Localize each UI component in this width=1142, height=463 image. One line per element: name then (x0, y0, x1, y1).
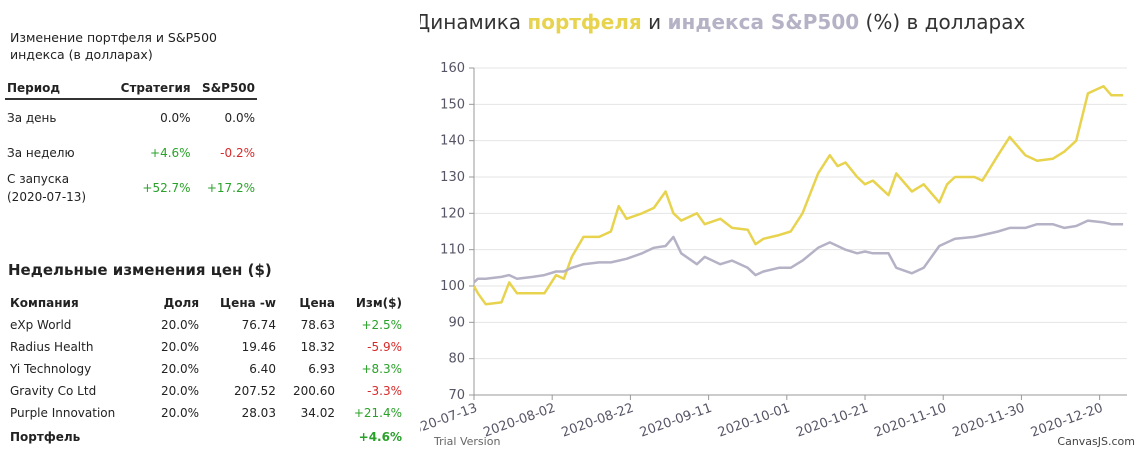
watermark: Trial Version (433, 435, 500, 448)
stock-row: Radius Health 20.0% 19.46 18.32 -5.9% (8, 336, 404, 358)
cell: 6.93 (308, 362, 335, 376)
cell: 76.74 (241, 318, 276, 332)
cell: 78.63 (300, 318, 335, 332)
column-header: Стратегия (109, 78, 193, 100)
column-header: Доля (163, 296, 200, 310)
column-header: Изм($) (355, 296, 402, 310)
x-tick-label: 2020-11-10 (872, 401, 948, 441)
header-row: Компания Доля Цена -w Цена Изм($) (8, 292, 404, 314)
cell: Radius Health (10, 340, 94, 354)
cell: 19.46 (241, 340, 276, 354)
summary-row: За неделю +4.6% -0.2% (5, 135, 257, 170)
summary-table: Период Стратегия S&P500 За день 0.0% 0.0% За н… (5, 78, 257, 206)
cell: С запуска (2020-07-13) (7, 172, 87, 204)
y-tick-label: 80 (448, 352, 465, 367)
title-part: (%) в долларах (859, 10, 1025, 34)
cell: +4.6% (150, 145, 191, 160)
stock-row: eXp World 20.0% 76.74 78.63 +2.5% (8, 314, 404, 336)
cell: 0.0% (224, 110, 256, 125)
x-tick-label: 2020-10-01 (716, 401, 792, 441)
cell: -5.9% (367, 340, 402, 354)
stock-row: Gravity Co Ltd 20.0% 207.52 200.60 -3.3% (8, 380, 404, 402)
y-tick-label: 130 (440, 170, 465, 185)
title-part: Динамика (420, 10, 527, 34)
cell: Портфель (10, 430, 81, 444)
cell: Yi Technology (10, 362, 92, 376)
cell: 207.52 (233, 384, 276, 398)
cell (278, 424, 337, 450)
cell: eXp World (10, 318, 72, 332)
cell: Gravity Co Ltd (10, 384, 97, 398)
cell (147, 424, 201, 450)
cell: 0.0% (160, 110, 191, 125)
column-header: Цена -w (220, 296, 276, 310)
cell: +2.5% (361, 318, 402, 332)
cell: Purple Innovation (10, 406, 116, 420)
cell: 200.60 (292, 384, 335, 398)
cell: 20.0% (160, 362, 200, 376)
header-row: Период Стратегия S&P500 (5, 78, 257, 100)
column-header: Компания (10, 296, 79, 310)
chart: Динамика портфеля и индекса S&P500 (%) в… (420, 10, 1135, 448)
cell: 6.40 (249, 362, 276, 376)
x-tick-label: 2020-11-30 (951, 401, 1027, 441)
chart-title: Динамика портфеля и индекса S&P500 (%) в… (420, 10, 1025, 34)
cell: +8.3% (361, 362, 402, 376)
x-tick-label: 2020-08-22 (560, 401, 636, 441)
cell: +17.2% (206, 181, 255, 195)
y-tick-label: 120 (440, 206, 465, 221)
cell: 20.0% (160, 340, 200, 354)
x-tick-label: 2020-10-21 (794, 401, 870, 441)
column-header: S&P500 (192, 78, 257, 100)
cell: 18.32 (300, 340, 335, 354)
cell: -0.2% (220, 145, 255, 160)
cell: +21.4% (353, 406, 402, 420)
y-tick-label: 140 (440, 134, 465, 149)
cell: За неделю (7, 145, 75, 160)
x-tick-label: 2020-09-11 (638, 401, 714, 441)
y-tick-label: 150 (440, 97, 465, 112)
summary-title: Изменение портфеля и S&P500 индекса (в д… (10, 30, 218, 62)
cell: 34.02 (300, 406, 335, 420)
cell: 20.0% (160, 384, 200, 398)
cell: +52.7% (142, 181, 191, 195)
stock-row: Purple Innovation 20.0% 28.03 34.02 +21.4% (8, 402, 404, 424)
cell: 20.0% (160, 318, 200, 332)
total-row: Портфель +4.6% (8, 424, 404, 450)
y-tick-label: 100 (440, 279, 465, 294)
series-line (473, 219, 1124, 284)
cell: 20.0% (160, 406, 200, 420)
cell: +4.6% (358, 430, 402, 444)
cell: 28.03 (241, 406, 276, 420)
cell: За день (7, 110, 57, 125)
credit: CanvasJS.com (1057, 435, 1135, 448)
column-header: Период (5, 78, 109, 100)
column-header: Цена (299, 296, 335, 310)
left-panel: Изменение портфеля и S&P500 индекса (в д… (0, 0, 415, 463)
cell (201, 424, 278, 450)
series-line (472, 84, 1124, 306)
stock-row: Yi Technology 20.0% 6.40 6.93 +8.3% (8, 358, 404, 380)
title-part: и (642, 10, 668, 34)
y-tick-label: 160 (440, 61, 465, 76)
title-part: портфеля (527, 10, 641, 34)
title-part: индекса S&P500 (667, 10, 859, 34)
weekly-title: Недельные изменения цен ($) (8, 261, 272, 279)
y-tick-label: 110 (440, 243, 465, 258)
y-tick-label: 90 (448, 315, 465, 330)
x-tick-label: 2020-08-02 (481, 401, 557, 441)
weekly-table: Компания Доля Цена -w Цена Изм($) eXp World 20… (8, 292, 404, 450)
y-tick-label: 70 (448, 388, 465, 403)
summary-row: С запуска (2020-07-13) +52.7% +17.2% (5, 170, 257, 206)
cell: -3.3% (367, 384, 402, 398)
summary-row: За день 0.0% 0.0% (5, 99, 257, 135)
